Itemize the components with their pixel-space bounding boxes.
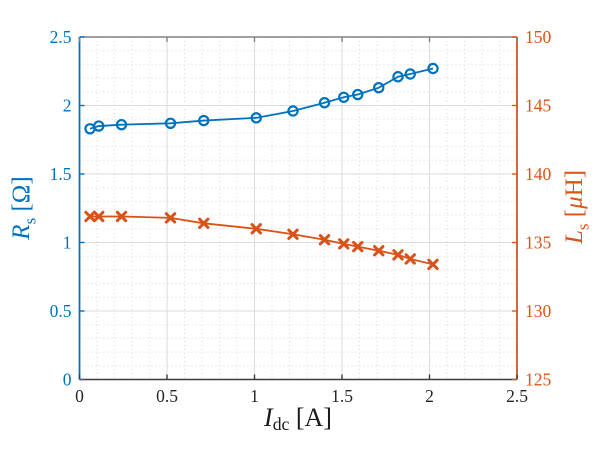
y-right-tick-label: 150 [525,27,552,47]
x-axis-label-var: I [264,403,273,432]
rs-marker-circle [427,62,439,75]
y-axis-label-right-sub: s [573,223,593,231]
y-axis-label-left: Rs [Ω] [6,128,40,288]
ls-marker-x [164,212,177,224]
y-axis-label-right: Ls [μH] [559,127,593,287]
x-tick-label: 1.5 [331,386,353,406]
rs-marker-circle [287,105,299,117]
rs-marker-circle [198,114,210,127]
rs-marker-circle [392,71,404,83]
rs-marker-circle [318,97,331,109]
x-axis-label: Idc [A] [79,403,517,435]
y-right-tick-label: 135 [525,233,552,253]
ls-series-line [90,215,434,266]
y-right-tick-label: 145 [525,96,552,116]
rs-marker-circle [250,112,262,124]
x-tick-label: 2.5 [506,386,528,406]
ls-marker-x [93,210,105,223]
ls-marker-x [392,249,404,261]
rs-marker-circle [352,88,364,101]
y-axis-label-right-mu: μ [561,196,588,209]
y-left-tick-label: 1 [63,233,72,253]
y-axis-label-left-unit: [Ω] [8,176,35,218]
rs-marker-circle [404,68,416,80]
rs-marker-circle [164,117,177,130]
y-right-tick-label: 130 [525,301,552,321]
rs-marker-circle [338,91,350,103]
ls-marker-x [318,234,331,246]
ls-marker-x [198,217,210,230]
ls-marker-x [338,238,350,250]
x-tick-label: 1 [250,386,259,406]
y-left-tick-label: 2.5 [50,27,72,47]
y-left-tick-label: 1.5 [50,164,72,184]
x-axis-label-sub: dc [272,414,290,435]
ls-marker-x [84,210,96,223]
ls-marker-x [404,253,416,265]
ls-marker-x [373,245,385,257]
y-axis-label-right-var: L [561,230,588,245]
rs-marker-circle [93,120,105,132]
y-axis-label-right-unit-post: H] [561,169,588,197]
y-left-tick-label: 0.5 [50,301,72,321]
ls-marker-x [250,223,262,235]
rs-marker-circle [115,118,128,131]
x-tick-label: 2 [425,386,434,406]
ls-marker-x [352,240,364,253]
y-axis-label-left-var: R [8,224,35,240]
x-axis-label-unit: [A] [289,403,332,432]
y-right-tick-label: 125 [525,370,552,390]
x-tick-label: 0.5 [156,386,178,406]
x-tick-label: 0 [75,386,84,406]
y-axis-label-right-unit-pre: [ [561,208,588,224]
ls-marker-x [427,258,439,271]
ls-marker-x [115,210,128,223]
ls-marker-x [287,228,299,240]
y-right-tick-label: 140 [525,164,552,184]
y-left-tick-label: 2 [63,96,72,116]
rs-marker-circle [373,81,385,94]
y-axis-label-left-sub: s [20,217,40,225]
y-left-tick-label: 0 [63,370,72,390]
